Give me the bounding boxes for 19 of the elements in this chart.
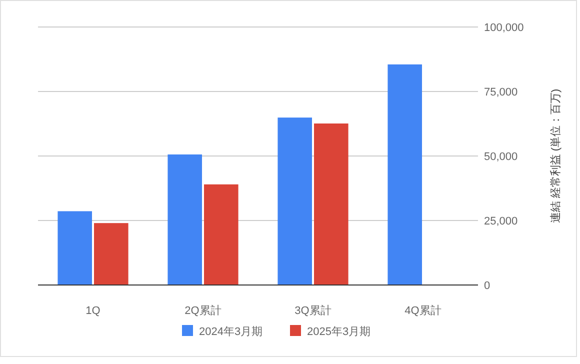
y-tick-label: 100,000 bbox=[484, 22, 524, 34]
legend-label: 2024年3月期 bbox=[199, 326, 263, 338]
x-tick-label: 2Q累計 bbox=[184, 304, 222, 317]
bar bbox=[314, 123, 348, 285]
bar bbox=[168, 154, 202, 285]
y-tick-label: 75,000 bbox=[484, 86, 518, 98]
bar bbox=[204, 184, 238, 285]
legend-label: 2025年3月期 bbox=[307, 326, 371, 338]
x-tick-label: 1Q bbox=[86, 305, 101, 317]
y-axis-title: 連結 経常利益 (単位：百万) bbox=[549, 88, 562, 224]
y-tick-label: 25,000 bbox=[484, 216, 518, 228]
y-tick-label: 50,000 bbox=[484, 151, 518, 163]
bar bbox=[58, 211, 92, 285]
x-tick-label: 4Q累計 bbox=[404, 304, 442, 317]
bar bbox=[278, 118, 312, 285]
bar bbox=[388, 64, 422, 285]
y-tick-label: 0 bbox=[484, 280, 490, 292]
x-tick-label: 3Q累計 bbox=[294, 304, 332, 317]
bar bbox=[94, 223, 128, 285]
